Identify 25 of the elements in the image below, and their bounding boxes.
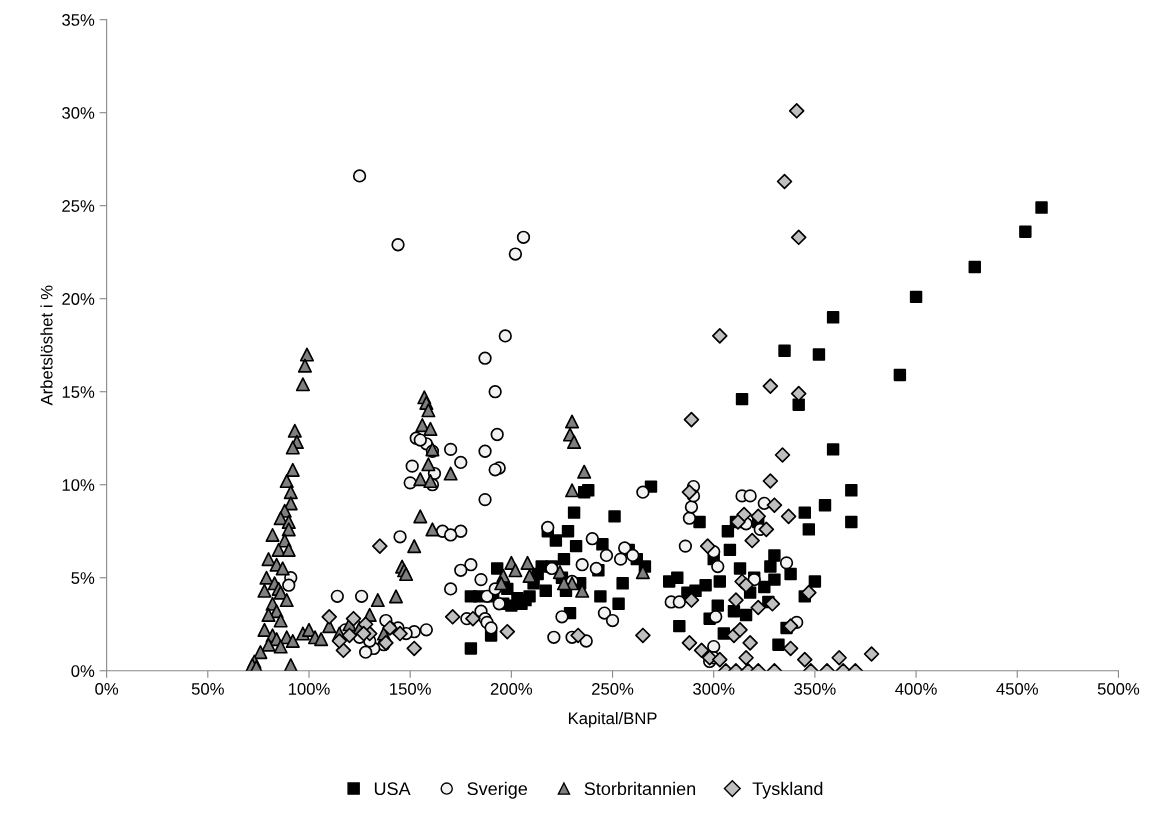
legend-label: USA bbox=[374, 782, 411, 796]
x-tick-label: 300% bbox=[693, 683, 735, 695]
y-tick-label: 20% bbox=[62, 293, 95, 305]
legend-label: Sverige bbox=[467, 781, 528, 799]
legend-label: Tyskland bbox=[752, 781, 823, 799]
x-tick-label: 400% bbox=[895, 683, 937, 695]
y-tick-label: 30% bbox=[62, 107, 95, 119]
y-tick-label: 5% bbox=[71, 572, 95, 584]
x-tick-label: 200% bbox=[490, 683, 533, 695]
y-tick-label: 10% bbox=[62, 479, 95, 491]
x-axis-title: Kapital/BNP bbox=[568, 711, 657, 728]
x-tick-label: 350% bbox=[794, 683, 836, 695]
x-tick-label: 50% bbox=[191, 683, 224, 695]
y-axis-title: Arbetslöshet i % bbox=[40, 285, 53, 406]
y-tick-label: 15% bbox=[62, 386, 95, 398]
y-tick-label: 25% bbox=[62, 200, 95, 212]
x-tick-label: 0% bbox=[95, 683, 119, 695]
x-tick-label: 500% bbox=[1097, 683, 1140, 695]
y-tick-label: 35% bbox=[62, 14, 95, 26]
x-tick-label: 250% bbox=[592, 683, 634, 695]
legend-label: Storbritannien bbox=[584, 781, 696, 796]
x-tick-label: 450% bbox=[996, 683, 1038, 695]
y-tick-label: 0% bbox=[71, 665, 95, 677]
x-tick-label: 100% bbox=[288, 683, 330, 695]
x-tick-label: 150% bbox=[390, 683, 431, 695]
